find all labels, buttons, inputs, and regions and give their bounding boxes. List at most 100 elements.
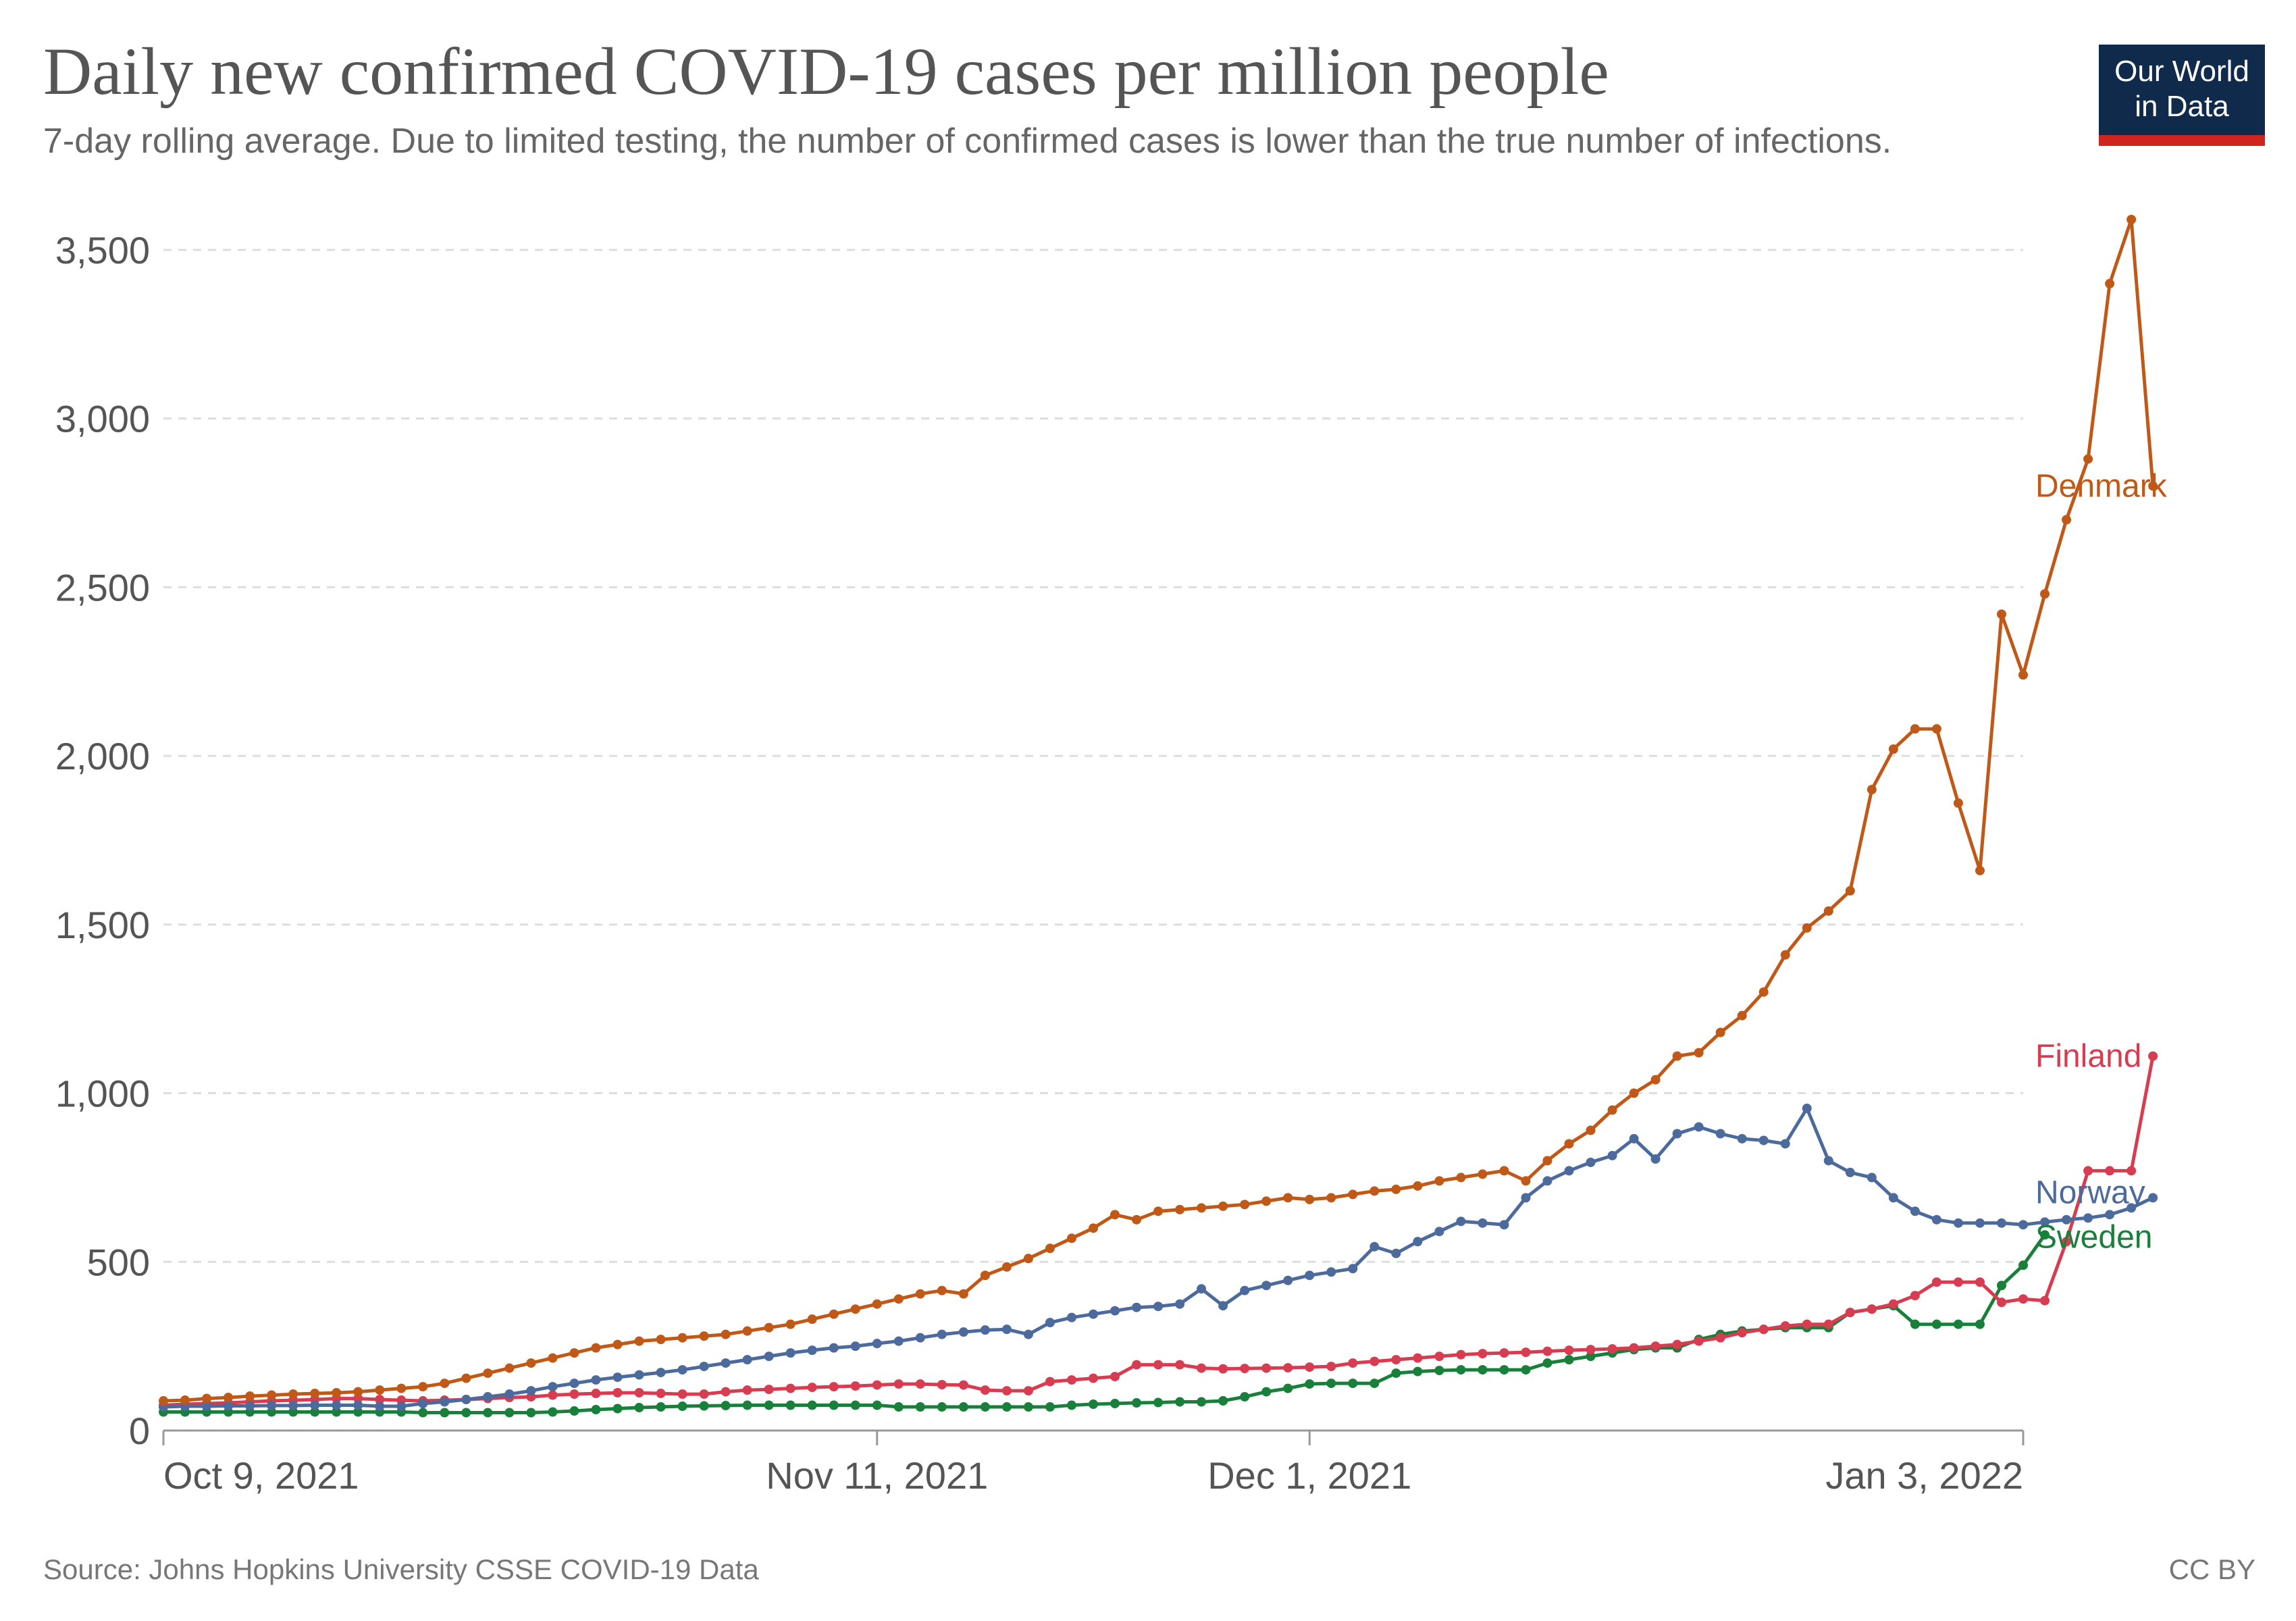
data-point bbox=[980, 1270, 990, 1281]
data-point bbox=[1910, 1291, 1920, 1301]
x-tick-label: Jan 3, 2022 bbox=[1825, 1454, 2023, 1497]
data-point bbox=[1888, 744, 1898, 754]
data-point bbox=[180, 1395, 190, 1406]
data-point bbox=[1823, 1156, 1833, 1166]
data-point bbox=[202, 1401, 212, 1412]
data-point bbox=[1499, 1365, 1509, 1375]
data-point bbox=[721, 1358, 731, 1368]
owid-logo[interactable]: Our World in Data bbox=[2099, 45, 2265, 146]
data-point bbox=[1089, 1399, 1098, 1410]
data-point bbox=[893, 1379, 904, 1389]
data-point bbox=[1391, 1368, 1401, 1379]
data-point bbox=[721, 1401, 731, 1411]
data-point bbox=[2105, 1210, 2115, 1220]
data-point bbox=[1521, 1176, 1531, 1186]
data-point bbox=[915, 1379, 925, 1389]
data-point bbox=[1240, 1364, 1250, 1374]
data-point bbox=[1586, 1345, 1596, 1355]
data-point bbox=[742, 1355, 752, 1365]
data-point bbox=[1456, 1365, 1466, 1375]
data-point bbox=[461, 1408, 471, 1418]
data-point bbox=[1305, 1362, 1315, 1372]
data-point bbox=[612, 1388, 623, 1398]
data-point bbox=[569, 1348, 579, 1358]
data-point bbox=[1672, 1339, 1682, 1349]
data-point bbox=[375, 1385, 385, 1395]
data-point bbox=[850, 1400, 860, 1410]
data-point bbox=[1802, 1319, 1812, 1329]
data-point bbox=[483, 1368, 493, 1379]
data-point bbox=[829, 1309, 839, 1319]
data-point bbox=[1326, 1267, 1336, 1277]
y-tick-label: 0 bbox=[129, 1410, 150, 1452]
data-point bbox=[332, 1388, 342, 1398]
source-note: Source: Johns Hopkins University CSSE CO… bbox=[43, 1553, 759, 1585]
data-point bbox=[958, 1380, 968, 1390]
license-note[interactable]: CC BY bbox=[2168, 1553, 2255, 1585]
data-point bbox=[958, 1402, 968, 1412]
data-point bbox=[202, 1393, 212, 1404]
data-point bbox=[1001, 1324, 1012, 1335]
data-point bbox=[1650, 1075, 1661, 1085]
data-point bbox=[1953, 798, 1963, 808]
data-point bbox=[1758, 987, 1769, 997]
series-denmark bbox=[159, 214, 2158, 1406]
data-point bbox=[224, 1401, 234, 1411]
data-point bbox=[1066, 1312, 1076, 1322]
data-point bbox=[742, 1326, 752, 1336]
data-point bbox=[1261, 1387, 1272, 1397]
data-point bbox=[1629, 1133, 1639, 1143]
data-point bbox=[1888, 1193, 1898, 1203]
data-point bbox=[418, 1399, 428, 1409]
data-point bbox=[2148, 1193, 2158, 1203]
data-point bbox=[440, 1408, 450, 1418]
data-point bbox=[1434, 1352, 1444, 1362]
data-point bbox=[612, 1404, 623, 1414]
data-point bbox=[1132, 1214, 1142, 1225]
data-point bbox=[1845, 885, 1855, 896]
data-point bbox=[1456, 1349, 1466, 1360]
data-point bbox=[569, 1379, 579, 1389]
data-point bbox=[1110, 1372, 1120, 1382]
data-point bbox=[1066, 1233, 1076, 1243]
data-point bbox=[1802, 923, 1812, 933]
data-point bbox=[288, 1401, 298, 1411]
x-tick-label: Dec 1, 2021 bbox=[1207, 1454, 1411, 1497]
data-point bbox=[785, 1400, 795, 1410]
line-sweden bbox=[163, 1233, 2047, 1414]
data-point bbox=[1867, 1173, 1877, 1183]
data-point bbox=[1305, 1270, 1315, 1281]
data-point bbox=[1737, 1010, 1747, 1021]
data-point bbox=[1391, 1184, 1401, 1194]
data-point bbox=[526, 1408, 536, 1418]
series-end-labels: Denmark Finland Norway Sweden bbox=[2035, 469, 2168, 1256]
data-point bbox=[656, 1389, 666, 1399]
data-point bbox=[396, 1401, 407, 1412]
data-point bbox=[677, 1333, 687, 1343]
y-tick-label: 500 bbox=[87, 1241, 150, 1283]
data-point bbox=[224, 1393, 234, 1403]
data-point bbox=[612, 1372, 623, 1383]
data-point bbox=[1586, 1157, 1596, 1167]
data-point bbox=[1975, 1319, 1985, 1329]
data-point bbox=[1996, 1281, 2006, 1291]
data-point bbox=[353, 1387, 363, 1397]
data-point bbox=[461, 1373, 471, 1383]
data-point bbox=[1607, 1150, 1617, 1160]
data-point bbox=[1996, 1218, 2006, 1228]
data-point bbox=[1888, 1299, 1898, 1309]
data-point bbox=[915, 1333, 925, 1343]
data-point bbox=[1542, 1358, 1553, 1368]
data-point bbox=[1283, 1193, 1293, 1203]
data-point bbox=[353, 1400, 363, 1410]
data-point bbox=[310, 1407, 320, 1417]
data-point bbox=[634, 1403, 644, 1413]
data-point bbox=[1023, 1402, 1033, 1412]
series-finland bbox=[159, 1051, 2158, 1410]
line-finland bbox=[163, 1056, 2155, 1407]
data-point bbox=[332, 1407, 342, 1417]
data-point bbox=[1780, 950, 1790, 960]
data-point bbox=[1953, 1218, 1963, 1228]
data-point bbox=[1867, 1304, 1877, 1314]
data-point bbox=[2148, 1051, 2158, 1061]
